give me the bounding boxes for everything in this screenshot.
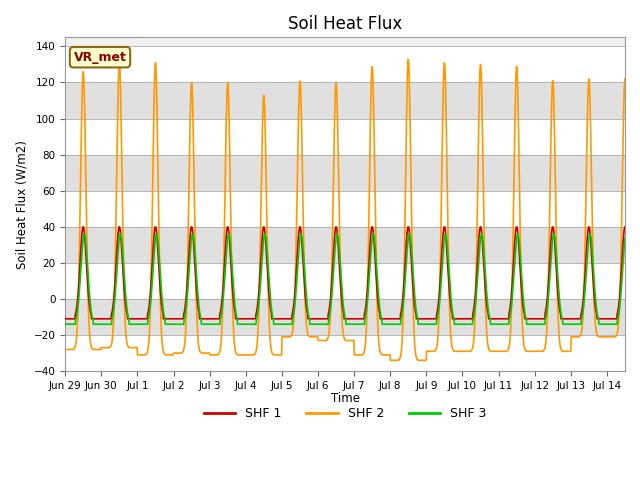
- Bar: [65, 299, 625, 335]
- Bar: [65, 227, 625, 263]
- Text: VR_met: VR_met: [74, 51, 127, 64]
- Bar: [65, 155, 625, 191]
- Title: Soil Heat Flux: Soil Heat Flux: [288, 15, 402, 33]
- Bar: [65, 47, 625, 83]
- X-axis label: Time: Time: [331, 392, 360, 405]
- Y-axis label: Soil Heat Flux (W/m2): Soil Heat Flux (W/m2): [15, 140, 28, 269]
- Legend: SHF 1, SHF 2, SHF 3: SHF 1, SHF 2, SHF 3: [198, 402, 492, 425]
- Bar: [65, 191, 625, 227]
- Bar: [65, 263, 625, 299]
- Bar: [65, 335, 625, 371]
- Bar: [65, 119, 625, 155]
- Bar: [65, 83, 625, 119]
